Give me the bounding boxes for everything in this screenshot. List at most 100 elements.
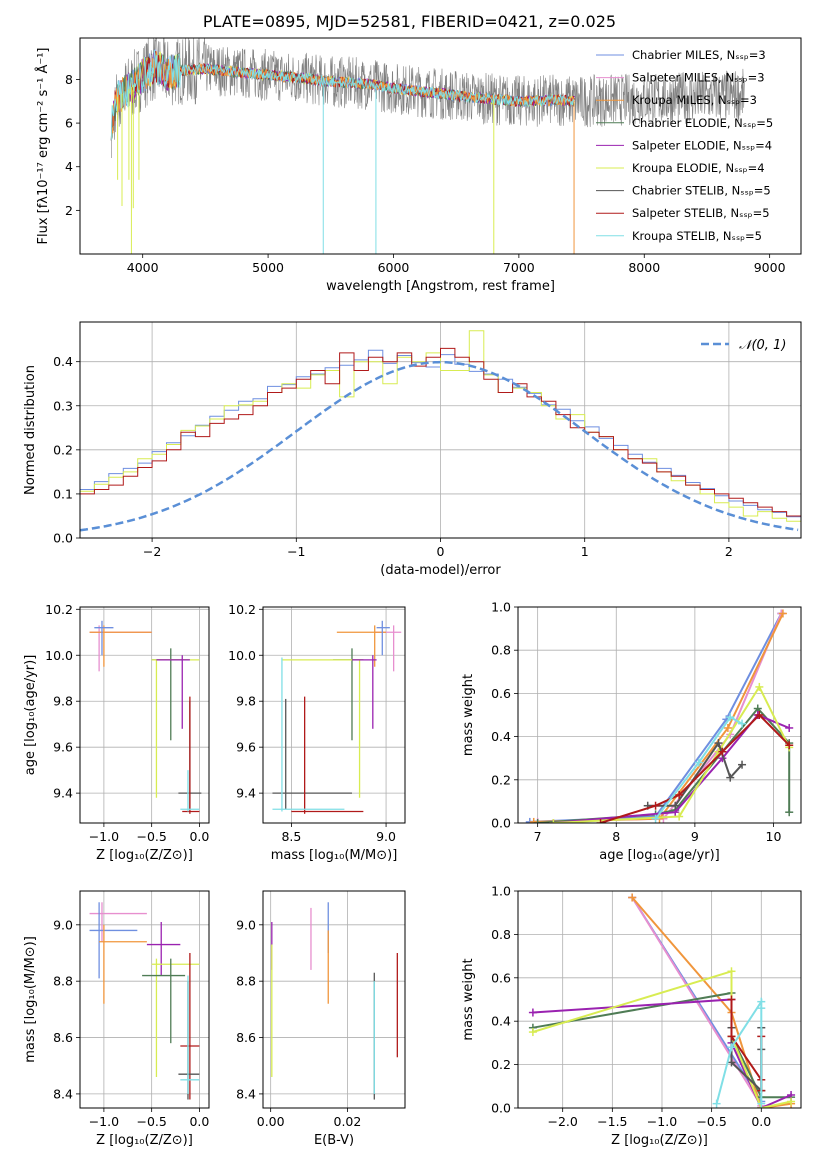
plot-area — [89, 620, 202, 814]
y-axis-label: Normed distribution — [23, 365, 38, 495]
x-axis-label: (data-model)/error — [380, 563, 501, 578]
x-axis-label: Z [log₁₀(Z/Z⊙)] — [96, 848, 193, 863]
y-tick-label: 10.2 — [228, 602, 256, 617]
plot-age-vs-Z: −1.0 −0.5 0.0 9.4 9.6 9.8 10.0 10.2 Z [log₁₀(Z/Z… — [23, 602, 210, 863]
plot-mass-vs-EBV: 0.00 0.02 8.4 8.6 8.8 9.0 E(B-V) — [236, 890, 406, 1148]
y-tick-label: 8.8 — [236, 974, 256, 989]
axes-frame — [79, 37, 802, 255]
y-tick-label: 8.6 — [53, 1030, 73, 1045]
axes-frame — [517, 890, 802, 1109]
y-tick-label: 8.4 — [53, 1086, 73, 1101]
x-tick-label: 7 — [534, 829, 542, 844]
axes-frame — [79, 890, 210, 1109]
legend-label: Kroupa ELODIE, Nₛₛₚ=4 — [632, 161, 765, 175]
x-tick-label: 4000 — [127, 260, 159, 275]
y-tick-label: 4 — [65, 159, 73, 174]
legend-label: Chabrier MILES, Nₛₛₚ=3 — [632, 48, 766, 62]
x-tick-label: −1 — [287, 544, 305, 559]
weight-line — [631, 896, 792, 1108]
y-tick-label: 2 — [65, 203, 73, 218]
x-tick-label: 8.5 — [281, 829, 301, 844]
normal-curve — [80, 360, 799, 532]
histogram-step — [80, 349, 801, 521]
x-tick-label: 0.02 — [334, 1114, 362, 1129]
y-tick-label: 10.2 — [45, 602, 73, 617]
y-tick-label: 0.4 — [491, 1014, 511, 1029]
x-axis-label: mass [log₁₀(M/M⊙)] — [271, 848, 398, 863]
y-tick-label: 0.0 — [491, 1101, 511, 1116]
x-tick-label: 10 — [766, 829, 782, 844]
y-tick-label: 0.0 — [53, 531, 73, 546]
x-tick-label: −1.0 — [89, 1114, 119, 1129]
y-tick-label: 9.6 — [236, 740, 256, 755]
x-tick-label: 0.0 — [189, 1114, 209, 1129]
weight-line — [533, 613, 784, 823]
y-tick-label: 9.8 — [53, 694, 73, 709]
histogram-step — [80, 347, 801, 521]
plot-area — [80, 330, 801, 532]
y-axis-label: Flux [fλ10⁻¹⁷ erg cm⁻² s⁻¹ Å⁻¹] — [35, 48, 51, 245]
legend-label: 𝒩(0, 1) — [739, 338, 786, 353]
x-tick-label: 1 — [581, 544, 589, 559]
plot-area — [272, 620, 402, 814]
legend-label: Salpeter MILES, Nₛₛₚ=3 — [632, 71, 765, 85]
x-tick-label: 5000 — [252, 260, 284, 275]
y-tick-label: 8.8 — [53, 974, 73, 989]
model-spectrum-line — [110, 50, 576, 141]
weight-line — [600, 713, 790, 823]
plot-age-vs-mass: 8.5 9.0 9.4 9.6 9.8 10.0 10.2 mass [log₁₀(M/M⊙)… — [228, 602, 406, 863]
y-tick-label: 0.3 — [53, 398, 73, 413]
y-tick-label: 6 — [65, 116, 73, 131]
x-tick-label: 8000 — [628, 260, 660, 275]
weight-line — [529, 613, 783, 823]
x-tick-label: 6000 — [378, 260, 410, 275]
legend-label: Kroupa MILES, Nₛₛₚ=3 — [632, 93, 757, 107]
legend-label: Chabrier ELODIE, Nₛₛₚ=5 — [632, 116, 773, 130]
y-tick-label: 0.6 — [491, 686, 511, 701]
histogram-step — [80, 330, 801, 526]
y-tick-label: 8.6 — [236, 1030, 256, 1045]
y-axis-label: mass weight — [461, 674, 476, 756]
y-tick-label: 0.2 — [53, 442, 73, 457]
figure-title: PLATE=0895, MJD=52581, FIBERID=0421, z=0… — [202, 12, 617, 31]
x-tick-label: −2 — [143, 544, 161, 559]
y-tick-label: 10.0 — [228, 648, 256, 663]
x-tick-label: 0 — [437, 544, 445, 559]
plot-area — [89, 902, 200, 1100]
x-tick-label: 9.0 — [376, 829, 396, 844]
x-tick-label: 0.0 — [189, 829, 209, 844]
x-tick-label: 0.0 — [751, 1114, 771, 1129]
y-tick-label: 0.4 — [53, 354, 73, 369]
x-tick-label: −1.0 — [647, 1114, 677, 1129]
x-tick-label: −1.5 — [597, 1114, 627, 1129]
weight-line — [654, 715, 743, 820]
y-tick-label: 0.2 — [491, 772, 511, 787]
y-tick-label: 1.0 — [491, 600, 511, 615]
y-tick-label: 9.4 — [236, 786, 256, 801]
legend-label: Salpeter ELODIE, Nₛₛₚ=4 — [632, 138, 772, 152]
y-tick-label: 0.2 — [491, 1057, 511, 1072]
axes-frame — [79, 606, 210, 824]
y-axis-label: age [log₁₀(age/yr)] — [23, 655, 38, 776]
axes-frame — [262, 890, 406, 1109]
x-tick-label: −0.5 — [696, 1114, 726, 1129]
y-tick-label: 9.8 — [236, 694, 256, 709]
x-axis-label: age [log₁₀(age/yr)] — [599, 848, 720, 863]
x-axis-label: Z [log₁₀(Z/Z⊙)] — [96, 1133, 193, 1148]
plot-weight-vs-Z: −2.0 −1.5 −1.0 −0.5 0.0 0.0 0.2 0.4 0.6 0.8 1.0 Z [… — [461, 884, 802, 1148]
x-tick-label: 7000 — [503, 260, 535, 275]
x-tick-label: −1.0 — [89, 829, 119, 844]
plot-spectrum: 4000 5000 6000 7000 8000 9000 2 4 6 8 wavelength [… — [35, 37, 802, 294]
y-tick-label: 9.0 — [236, 917, 256, 932]
y-tick-label: 0.8 — [491, 927, 511, 942]
x-tick-label: −0.5 — [136, 829, 166, 844]
x-tick-label: 9000 — [754, 260, 786, 275]
x-tick-label: −2.0 — [548, 1114, 578, 1129]
x-axis-label: E(B-V) — [314, 1133, 354, 1148]
x-axis-label: wavelength [Angstrom, rest frame] — [326, 279, 555, 294]
legend-label: Chabrier STELIB, Nₛₛₚ=5 — [632, 184, 771, 198]
y-tick-label: 0.0 — [491, 816, 511, 831]
y-tick-label: 8 — [65, 72, 73, 87]
plot-mass-vs-Z: −1.0 −0.5 0.0 8.4 8.6 8.8 9.0 Z [log₁₀(Z/Z⊙)] ma… — [23, 890, 210, 1148]
plot-area — [271, 902, 398, 1100]
